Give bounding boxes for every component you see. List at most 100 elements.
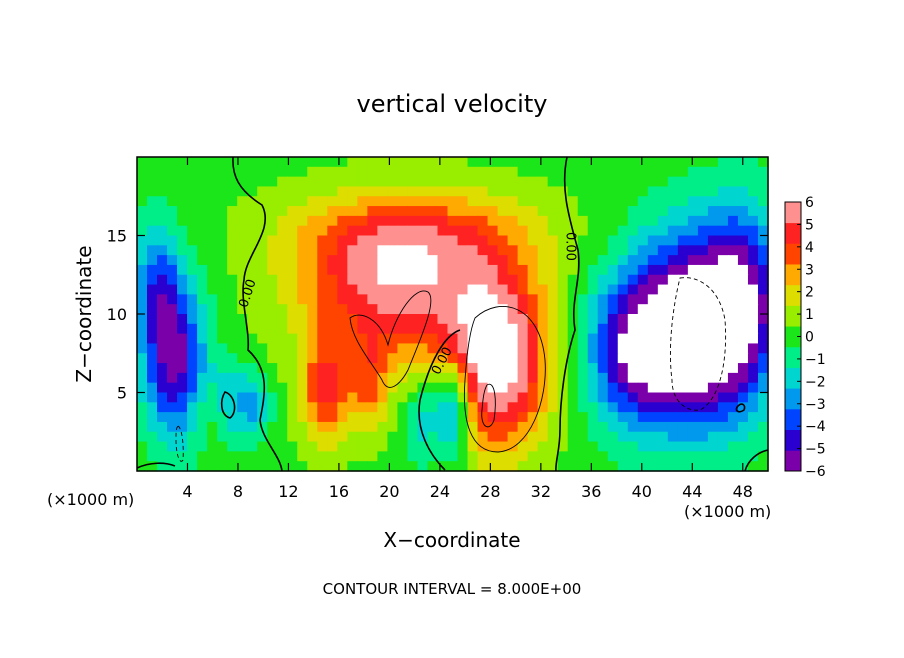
heatmap-cell bbox=[577, 372, 589, 384]
heatmap-cell bbox=[217, 304, 228, 315]
y-tick-label: 10 bbox=[107, 305, 127, 324]
heatmap-cell bbox=[487, 353, 499, 364]
heatmap-cell bbox=[527, 412, 539, 423]
heatmap-cell bbox=[277, 196, 288, 207]
heatmap-cell bbox=[217, 353, 228, 364]
heatmap-cell bbox=[497, 235, 509, 246]
heatmap-cell bbox=[707, 431, 719, 443]
heatmap-cell bbox=[397, 333, 409, 345]
heatmap-cell bbox=[627, 461, 639, 472]
heatmap-cell bbox=[667, 304, 679, 315]
heatmap-cell bbox=[147, 206, 158, 217]
heatmap-cell bbox=[267, 333, 278, 345]
heatmap-cell bbox=[187, 323, 198, 335]
heatmap-cell bbox=[257, 461, 268, 472]
heatmap-cell bbox=[307, 225, 318, 237]
heatmap-cell bbox=[467, 314, 479, 325]
heatmap-cell bbox=[677, 382, 689, 394]
heatmap-cell bbox=[147, 461, 158, 472]
heatmap-cell bbox=[247, 166, 258, 178]
heatmap-cell bbox=[147, 215, 158, 227]
heatmap-cell bbox=[347, 343, 358, 354]
heatmap-cell bbox=[447, 157, 459, 168]
heatmap-cell bbox=[617, 235, 629, 246]
heatmap-cell bbox=[617, 255, 629, 266]
heatmap-cell bbox=[137, 382, 148, 394]
heatmap-cell bbox=[737, 372, 749, 384]
heatmap-cell bbox=[287, 441, 298, 452]
zero-contour-small-left bbox=[220, 391, 236, 419]
heatmap-cell bbox=[417, 255, 429, 266]
heatmap-cell bbox=[597, 186, 609, 197]
heatmap-cell bbox=[247, 304, 258, 315]
heatmap-cell bbox=[717, 412, 729, 423]
heatmap-cell bbox=[487, 206, 499, 217]
heatmap-cell bbox=[377, 363, 388, 374]
heatmap-cell bbox=[397, 264, 409, 276]
heatmap-cell bbox=[607, 431, 619, 443]
heatmap-cell bbox=[357, 402, 368, 413]
heatmap-cell bbox=[287, 166, 298, 178]
heatmap-cell bbox=[477, 255, 489, 266]
heatmap-cell bbox=[177, 392, 188, 403]
heatmap-cell bbox=[167, 225, 178, 237]
heatmap-cell bbox=[537, 255, 549, 266]
heatmap-cell bbox=[347, 294, 358, 305]
heatmap-cell bbox=[197, 245, 208, 256]
heatmap-cell bbox=[327, 382, 338, 394]
heatmap-cell bbox=[417, 157, 429, 168]
heatmap-cell bbox=[417, 225, 429, 237]
heatmap-cell bbox=[237, 264, 248, 276]
heatmap-cell bbox=[737, 294, 749, 305]
heatmap-cell bbox=[727, 206, 739, 217]
heatmap-cell bbox=[287, 382, 298, 394]
heatmap-cell bbox=[547, 206, 559, 217]
heatmap-cell bbox=[417, 245, 429, 256]
heatmap-cell bbox=[327, 255, 338, 266]
heatmap-cell bbox=[477, 314, 489, 325]
heatmap-cell bbox=[477, 451, 489, 462]
heatmap-cell bbox=[177, 451, 188, 462]
heatmap-cell bbox=[637, 206, 649, 217]
heatmap-cell bbox=[567, 294, 579, 305]
heatmap-cell bbox=[537, 225, 549, 237]
heatmap-cell bbox=[297, 245, 308, 256]
heatmap-cell bbox=[377, 235, 388, 246]
heatmap-cell bbox=[487, 166, 499, 178]
heatmap-cell bbox=[617, 245, 629, 256]
heatmap-cell bbox=[277, 245, 288, 256]
heatmap-cell bbox=[657, 353, 669, 364]
heatmap-cell bbox=[357, 157, 368, 168]
heatmap-cell bbox=[517, 431, 529, 443]
heatmap-cell bbox=[497, 157, 509, 168]
heatmap-cell bbox=[587, 333, 599, 345]
heatmap-cell bbox=[317, 206, 328, 217]
heatmap-cell bbox=[527, 176, 539, 188]
x-axis-label: X−coordinate bbox=[383, 528, 520, 552]
heatmap-cell bbox=[677, 274, 689, 286]
heatmap-cell bbox=[307, 274, 318, 286]
heatmap-cell bbox=[297, 372, 308, 384]
heatmap-cell bbox=[267, 382, 278, 394]
heatmap-cell bbox=[287, 264, 298, 276]
heatmap-cell bbox=[477, 215, 489, 227]
heatmap-cell bbox=[567, 461, 579, 472]
heatmap-cell bbox=[477, 431, 489, 443]
heatmap-cell bbox=[657, 323, 669, 335]
heatmap-cell bbox=[157, 186, 168, 197]
heatmap-cell bbox=[667, 402, 679, 413]
heatmap-cell bbox=[207, 441, 218, 452]
heatmap-cell bbox=[727, 235, 739, 246]
heatmap-cell bbox=[417, 323, 429, 335]
heatmap-cell bbox=[137, 441, 148, 452]
heatmap-cell bbox=[357, 343, 368, 354]
heatmap-cell bbox=[457, 412, 469, 423]
heatmap-cell bbox=[447, 264, 459, 276]
heatmap-cell bbox=[227, 382, 238, 394]
heatmap-cell bbox=[497, 333, 509, 345]
heatmap-cell bbox=[507, 176, 519, 188]
heatmap-cell bbox=[197, 421, 208, 433]
heatmap-cell bbox=[377, 343, 388, 354]
heatmap-cell bbox=[667, 392, 679, 403]
heatmap-cell bbox=[197, 166, 208, 178]
